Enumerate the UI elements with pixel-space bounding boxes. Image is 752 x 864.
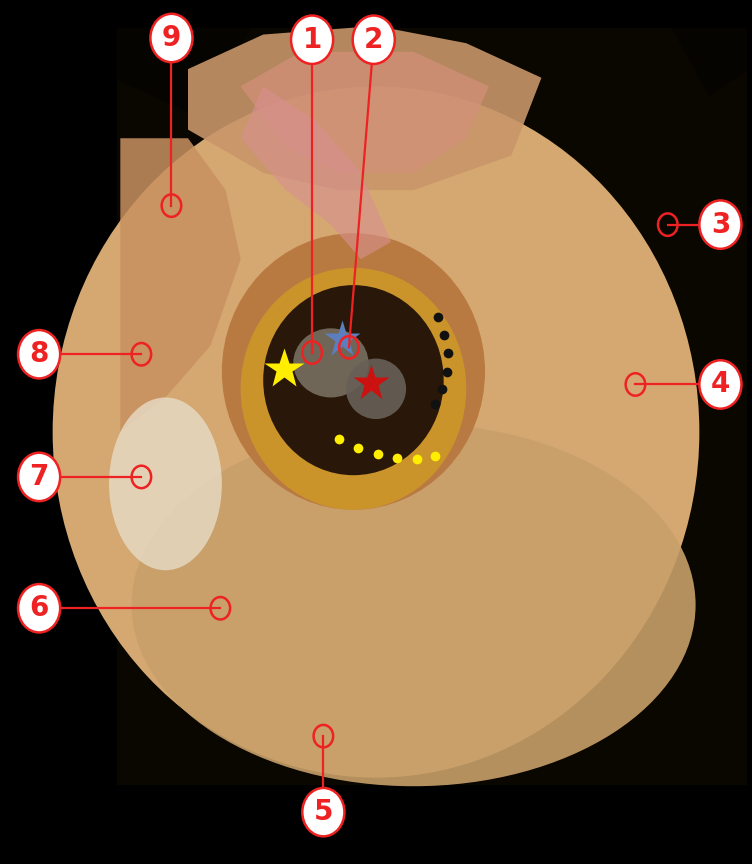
Text: 9: 9 [162, 24, 181, 52]
Polygon shape [120, 138, 241, 432]
Text: 5: 5 [314, 798, 333, 826]
Circle shape [699, 360, 741, 409]
Ellipse shape [293, 328, 368, 397]
Circle shape [150, 14, 193, 62]
Ellipse shape [263, 285, 444, 475]
Text: 7: 7 [29, 463, 49, 491]
Ellipse shape [346, 359, 406, 419]
Circle shape [18, 453, 60, 501]
Ellipse shape [241, 268, 466, 510]
Text: 3: 3 [711, 211, 730, 238]
Text: 6: 6 [29, 594, 49, 622]
Bar [117, 28, 747, 785]
Ellipse shape [53, 86, 699, 778]
Circle shape [353, 16, 395, 64]
Ellipse shape [132, 423, 696, 786]
Circle shape [18, 584, 60, 632]
Text: 1: 1 [302, 26, 322, 54]
Circle shape [18, 330, 60, 378]
Text: 8: 8 [29, 340, 49, 368]
Circle shape [699, 200, 741, 249]
Polygon shape [241, 86, 391, 259]
Text: 4: 4 [711, 371, 730, 398]
Circle shape [302, 788, 344, 836]
Text: 2: 2 [364, 26, 384, 54]
Ellipse shape [109, 397, 222, 570]
Circle shape [291, 16, 333, 64]
Polygon shape [672, 28, 747, 97]
Polygon shape [188, 26, 541, 190]
Ellipse shape [222, 233, 485, 510]
Polygon shape [241, 52, 489, 173]
Polygon shape [117, 28, 252, 114]
